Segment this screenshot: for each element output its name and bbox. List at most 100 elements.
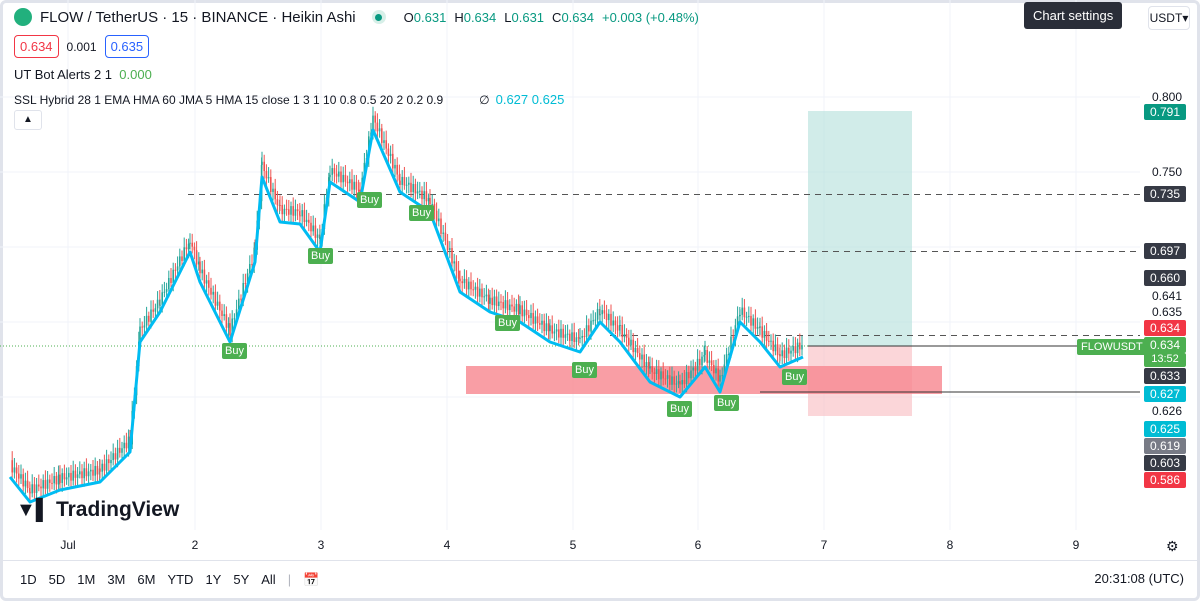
range-all[interactable]: All — [261, 572, 276, 587]
market-status-icon[interactable] — [371, 10, 386, 24]
candle-body — [156, 299, 159, 309]
candle-body — [776, 344, 779, 356]
candle-body — [114, 453, 117, 460]
candle-body — [191, 242, 193, 247]
candle-body — [46, 479, 49, 489]
candle-body — [108, 459, 110, 464]
candle-body — [634, 348, 637, 353]
candle-body — [459, 278, 461, 282]
candle-body — [715, 368, 717, 374]
candle-body — [723, 364, 726, 376]
price-label: 0.619 — [1144, 438, 1186, 454]
candle-body — [163, 291, 166, 293]
chart-settings-tooltip: Chart settings — [1024, 2, 1123, 29]
candle-body — [577, 337, 580, 339]
candle-body — [708, 360, 711, 363]
candle-body — [392, 153, 394, 169]
range-6m[interactable]: 6M — [137, 572, 156, 587]
symbol-title[interactable]: FLOW / TetherUS · 15 · BINANCE · Heikin … — [40, 8, 356, 26]
settings-gear-icon[interactable]: ⚙ — [1166, 538, 1179, 554]
price-chart[interactable] — [0, 0, 1200, 560]
candle-body — [342, 174, 344, 183]
candle-body — [288, 209, 290, 215]
tradingview-logo[interactable]: ▼▌ TradingView — [16, 498, 180, 521]
range-1y[interactable]: 1Y — [205, 572, 222, 587]
candle-body — [534, 316, 537, 324]
target-zone — [808, 111, 912, 346]
candle-body — [736, 316, 739, 326]
candle-body — [495, 296, 498, 307]
range-1d[interactable]: 1D — [20, 572, 37, 587]
range-1m[interactable]: 1M — [77, 572, 96, 587]
candle-body — [677, 381, 680, 384]
support-zone — [466, 366, 942, 394]
candle-body — [31, 484, 33, 494]
price-tick: 0.641 — [1152, 289, 1183, 303]
candle-body — [139, 326, 141, 342]
candle-body — [485, 294, 488, 297]
candle-body — [198, 261, 200, 265]
candle-body — [592, 320, 594, 322]
candle-body — [614, 320, 617, 326]
collapse-legend-button[interactable]: ▲ — [14, 110, 42, 130]
candle-body — [630, 339, 632, 346]
price-tick: 0.635 — [1152, 305, 1183, 319]
candle-body — [103, 463, 106, 471]
range-ytd[interactable]: YTD — [167, 572, 194, 587]
candle-body — [429, 197, 431, 205]
candle-body — [154, 308, 157, 312]
candle-body — [730, 336, 732, 354]
candle-body — [461, 281, 463, 284]
range-bar: 1D 5D 1M 3M 6M YTD 1Y 5Y All | 📅 — [0, 560, 1200, 598]
candle-body — [290, 206, 292, 215]
indicator-ut-bot[interactable]: UT Bot Alerts 2 1 0.000 — [14, 67, 152, 82]
time-tick: 8 — [946, 538, 954, 552]
candle-body — [455, 261, 458, 271]
buy-button[interactable]: 0.635 — [104, 35, 150, 58]
range-5y[interactable]: 5Y — [233, 572, 250, 587]
candle-body — [249, 264, 251, 274]
candle-body — [412, 184, 414, 193]
candle-body — [419, 190, 421, 192]
currency-select[interactable]: USDT ▾ — [1148, 6, 1190, 30]
candle-body — [431, 203, 433, 205]
candle-body — [150, 309, 152, 322]
candle-body — [739, 314, 741, 316]
indicator-ssl-hybrid[interactable]: SSL Hybrid 28 1 EMA HMA 60 JMA 5 HMA 15 … — [14, 92, 565, 107]
candle-body — [612, 320, 614, 326]
candle-body — [208, 280, 210, 288]
candle-body — [743, 307, 746, 318]
candle-body — [594, 319, 597, 321]
candle-body — [623, 334, 626, 338]
candle-body — [331, 168, 333, 175]
sell-button[interactable]: 0.634 — [14, 35, 59, 58]
candle-body — [732, 336, 734, 338]
candle-body — [788, 347, 790, 354]
candle-body — [18, 473, 20, 479]
candle-body — [502, 302, 504, 309]
candle-body — [394, 164, 396, 169]
candle-body — [51, 482, 53, 484]
candle-body — [472, 289, 474, 291]
candle-body — [513, 306, 515, 312]
candle-body — [92, 469, 94, 476]
candle-body — [566, 333, 569, 335]
candle-body — [112, 453, 114, 461]
date-range-calendar-icon[interactable]: 📅 — [303, 571, 320, 587]
candle-body — [491, 297, 493, 306]
candle-body — [123, 442, 125, 449]
candle-body — [710, 360, 713, 365]
candle-body — [701, 356, 703, 366]
range-5d[interactable]: 5D — [48, 572, 66, 587]
range-3m[interactable]: 3M — [107, 572, 126, 587]
candle-body — [468, 281, 470, 290]
candle-body — [509, 304, 511, 311]
candle-body — [579, 337, 581, 339]
candle-body — [489, 297, 491, 304]
candle-body — [214, 291, 217, 306]
candle-body — [195, 250, 198, 265]
candle-body — [551, 325, 553, 334]
candle-body — [42, 480, 44, 489]
time-tick: Jul — [60, 538, 76, 552]
candle-body — [560, 328, 562, 338]
